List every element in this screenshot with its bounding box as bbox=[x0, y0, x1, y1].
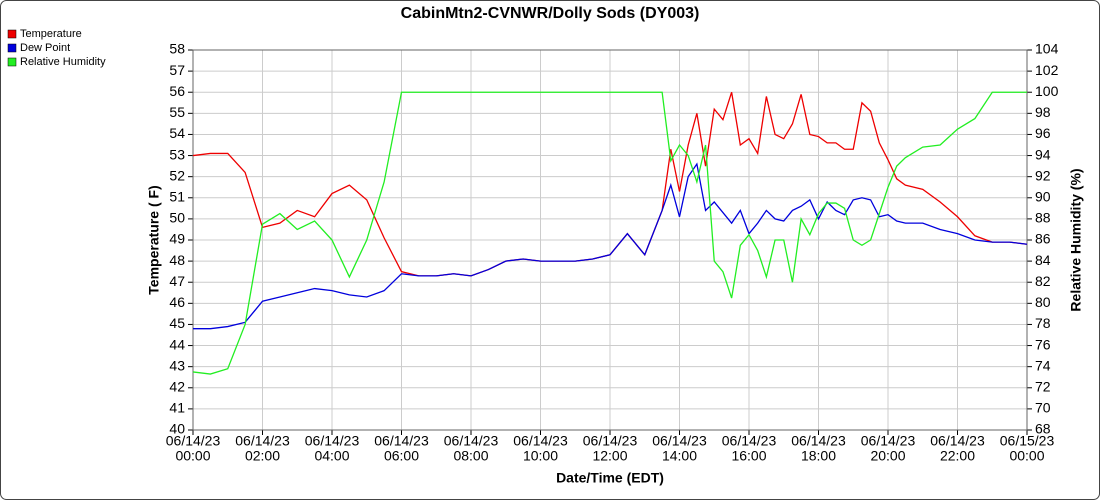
x-tick-label: 06/14/23 bbox=[722, 433, 777, 449]
y2-tick-label: 90 bbox=[1035, 188, 1051, 204]
x-tick-label: 04:00 bbox=[314, 448, 349, 464]
x-tick-label: 14:00 bbox=[662, 448, 697, 464]
x-tick-label: 06/15/23 bbox=[1000, 433, 1055, 449]
y-tick-label: 53 bbox=[169, 146, 185, 162]
y-tick-label: 55 bbox=[169, 104, 185, 120]
y2-tick-label: 68 bbox=[1035, 421, 1051, 437]
y-tick-label: 57 bbox=[169, 62, 185, 78]
y2-tick-label: 74 bbox=[1035, 357, 1051, 373]
y2-tick-label: 100 bbox=[1035, 83, 1059, 99]
x-tick-label: 06/14/23 bbox=[444, 433, 499, 449]
y2-tick-label: 70 bbox=[1035, 400, 1051, 416]
y-tick-label: 49 bbox=[169, 231, 185, 247]
y-tick-label: 50 bbox=[169, 210, 185, 226]
y2-axis-label: Relative Humidity (%) bbox=[1068, 168, 1084, 311]
series-line bbox=[192, 91, 1027, 375]
y-tick-label: 41 bbox=[169, 400, 185, 416]
y2-tick-label: 104 bbox=[1035, 41, 1059, 57]
x-tick-label: 10:00 bbox=[523, 448, 558, 464]
legend-swatch bbox=[7, 29, 17, 39]
plot-area bbox=[192, 49, 1028, 431]
y-axis-label: Temperature ( F) bbox=[146, 185, 162, 294]
x-tick-label: 06/14/23 bbox=[861, 433, 916, 449]
y-tick-label: 40 bbox=[169, 421, 185, 437]
y-tick-label: 54 bbox=[169, 125, 185, 141]
x-tick-label: 00:00 bbox=[1009, 448, 1044, 464]
legend-swatch bbox=[7, 43, 17, 53]
x-tick-label: 06/14/23 bbox=[652, 433, 707, 449]
series-line bbox=[193, 162, 1028, 330]
y2-tick-label: 78 bbox=[1035, 315, 1051, 331]
legend-text: Temperature bbox=[20, 28, 82, 40]
y2-tick-label: 86 bbox=[1035, 231, 1051, 247]
y-tick-label: 47 bbox=[169, 273, 185, 289]
y-tick-label: 44 bbox=[169, 336, 185, 352]
x-tick-label: 12:00 bbox=[592, 448, 627, 464]
x-tick-label: 22:00 bbox=[940, 448, 975, 464]
y-tick-label: 46 bbox=[169, 294, 185, 310]
legend-swatch bbox=[7, 57, 17, 67]
x-tick-label: 08:00 bbox=[453, 448, 488, 464]
x-tick-label: 06:00 bbox=[384, 448, 419, 464]
y-tick-label: 48 bbox=[169, 252, 185, 268]
x-tick-label: 00:00 bbox=[175, 448, 210, 464]
y2-tick-label: 76 bbox=[1035, 336, 1051, 352]
chart-title: CabinMtn2-CVNWR/Dolly Sods (DY003) bbox=[401, 5, 700, 22]
x-tick-label: 06/14/23 bbox=[513, 433, 568, 449]
x-tick-label: 18:00 bbox=[801, 448, 836, 464]
x-tick-label: 06/14/23 bbox=[374, 433, 429, 449]
y-tick-label: 56 bbox=[169, 83, 185, 99]
y-tick-label: 51 bbox=[169, 188, 185, 204]
y-tick-label: 45 bbox=[169, 315, 185, 331]
x-tick-label: 16:00 bbox=[731, 448, 766, 464]
y2-tick-label: 98 bbox=[1035, 104, 1051, 120]
x-tick-label: 06/14/23 bbox=[235, 433, 290, 449]
x-axis-label: Date/Time (EDT) bbox=[556, 470, 664, 486]
x-tick-label: 20:00 bbox=[870, 448, 905, 464]
y-tick-label: 58 bbox=[169, 41, 185, 57]
y-tick-label: 42 bbox=[169, 378, 185, 394]
y2-tick-label: 84 bbox=[1035, 252, 1051, 268]
y2-tick-label: 88 bbox=[1035, 210, 1051, 226]
y2-tick-label: 96 bbox=[1035, 125, 1051, 141]
x-tick-label: 06/14/23 bbox=[305, 433, 360, 449]
y2-tick-label: 92 bbox=[1035, 167, 1051, 183]
y2-tick-label: 80 bbox=[1035, 294, 1051, 310]
x-tick-label: 02:00 bbox=[245, 448, 280, 464]
y2-tick-label: 72 bbox=[1035, 378, 1051, 394]
x-tick-label: 06/14/23 bbox=[583, 433, 638, 449]
y-tick-label: 43 bbox=[169, 357, 185, 373]
x-tick-label: 06/14/23 bbox=[166, 433, 221, 449]
x-tick-label: 06/14/23 bbox=[791, 433, 846, 449]
y-tick-label: 52 bbox=[169, 167, 185, 183]
x-tick-label: 06/14/23 bbox=[930, 433, 985, 449]
legend-text: Relative Humidity bbox=[20, 56, 106, 68]
series-line bbox=[192, 92, 1028, 277]
y2-tick-label: 94 bbox=[1035, 146, 1051, 162]
y2-tick-label: 82 bbox=[1035, 273, 1051, 289]
y2-tick-label: 102 bbox=[1035, 62, 1059, 78]
legend-text: Dew Point bbox=[20, 42, 70, 54]
